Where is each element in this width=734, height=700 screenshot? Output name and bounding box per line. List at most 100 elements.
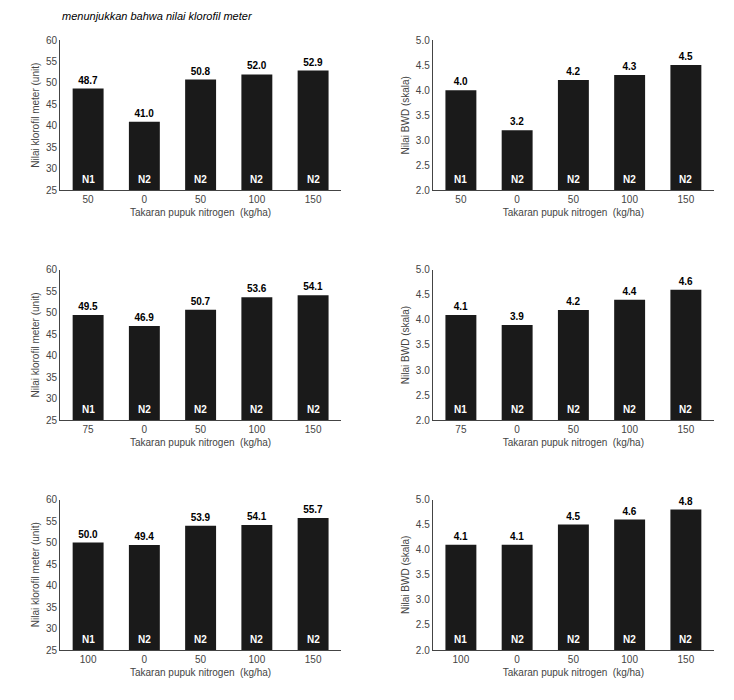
svg-text:5.0: 5.0 [416, 494, 430, 505]
svg-text:48.7: 48.7 [78, 75, 98, 86]
svg-text:4.0: 4.0 [454, 76, 468, 87]
svg-text:150: 150 [678, 654, 695, 665]
svg-text:60: 60 [46, 35, 58, 46]
svg-text:2.5: 2.5 [416, 390, 430, 401]
svg-text:Takaran pupuk nitrogen (kg/ha: Takaran pupuk nitrogen (kg/ha) [503, 207, 644, 218]
svg-text:100: 100 [621, 194, 638, 205]
svg-text:54.1: 54.1 [247, 511, 267, 522]
svg-text:4.8: 4.8 [679, 496, 693, 507]
svg-text:2.0: 2.0 [416, 415, 430, 426]
svg-text:N1: N1 [82, 634, 95, 645]
svg-text:3.9: 3.9 [510, 311, 524, 322]
svg-text:150: 150 [678, 424, 695, 435]
svg-text:100: 100 [453, 654, 470, 665]
svg-text:N2: N2 [567, 174, 580, 185]
svg-text:4.0: 4.0 [416, 314, 430, 325]
svg-text:75: 75 [83, 424, 95, 435]
svg-text:100: 100 [249, 424, 266, 435]
svg-text:Nilai klorofil meter (unit): Nilai klorofil meter (unit) [30, 292, 41, 397]
svg-text:Nilai klorofil meter (unit): Nilai klorofil meter (unit) [30, 63, 41, 168]
svg-text:50: 50 [46, 537, 58, 548]
svg-text:30: 30 [46, 163, 58, 174]
svg-text:50: 50 [46, 77, 58, 88]
svg-text:N2: N2 [250, 174, 263, 185]
svg-text:41.0: 41.0 [134, 108, 154, 119]
svg-text:N1: N1 [454, 174, 467, 185]
svg-text:4.5: 4.5 [416, 289, 430, 300]
svg-text:N2: N2 [679, 404, 692, 415]
svg-text:2.0: 2.0 [416, 645, 430, 656]
svg-text:N2: N2 [567, 634, 580, 645]
svg-text:54.1: 54.1 [303, 281, 323, 292]
svg-text:4.2: 4.2 [566, 296, 580, 307]
svg-text:4.1: 4.1 [454, 301, 468, 312]
svg-text:52.0: 52.0 [247, 60, 267, 71]
svg-text:N2: N2 [250, 404, 263, 415]
svg-text:4.0: 4.0 [416, 544, 430, 555]
svg-text:N2: N2 [138, 404, 151, 415]
svg-text:4.1: 4.1 [510, 531, 524, 542]
svg-text:50: 50 [455, 194, 467, 205]
svg-text:100: 100 [621, 424, 638, 435]
svg-text:100: 100 [80, 654, 97, 665]
svg-text:50.0: 50.0 [78, 529, 98, 540]
svg-text:49.5: 49.5 [78, 301, 98, 312]
svg-text:55: 55 [46, 286, 58, 297]
svg-text:49.4: 49.4 [134, 531, 154, 542]
svg-text:N2: N2 [623, 404, 636, 415]
svg-text:N2: N2 [138, 174, 151, 185]
svg-text:N2: N2 [307, 634, 320, 645]
svg-text:3.2: 3.2 [510, 116, 524, 127]
svg-text:N2: N2 [194, 634, 207, 645]
svg-text:4.5: 4.5 [566, 511, 580, 522]
svg-text:4.2: 4.2 [566, 66, 580, 77]
svg-text:53.9: 53.9 [191, 512, 211, 523]
svg-text:Takaran pupuk nitrogen (kg/ha: Takaran pupuk nitrogen (kg/ha) [130, 207, 271, 218]
svg-text:N2: N2 [511, 174, 524, 185]
svg-text:N2: N2 [250, 634, 263, 645]
svg-text:3.0: 3.0 [416, 365, 430, 376]
svg-text:3.5: 3.5 [416, 569, 430, 580]
svg-text:N1: N1 [454, 404, 467, 415]
svg-text:55.7: 55.7 [303, 504, 323, 515]
svg-text:N2: N2 [567, 404, 580, 415]
svg-text:4.4: 4.4 [622, 286, 636, 297]
svg-text:4.5: 4.5 [679, 51, 693, 62]
svg-text:50.8: 50.8 [191, 66, 211, 77]
svg-text:Nilai BWD (skala): Nilai BWD (skala) [400, 76, 411, 154]
svg-text:2.5: 2.5 [416, 619, 430, 630]
svg-text:50: 50 [195, 424, 207, 435]
svg-text:N2: N2 [307, 174, 320, 185]
svg-text:150: 150 [305, 194, 322, 205]
svg-text:N2: N2 [511, 634, 524, 645]
svg-text:N2: N2 [194, 174, 207, 185]
svg-text:4.3: 4.3 [622, 61, 636, 72]
svg-text:3.0: 3.0 [416, 594, 430, 605]
svg-text:Takaran pupuk nitrogen (kg/ha: Takaran pupuk nitrogen (kg/ha) [503, 667, 644, 678]
svg-text:35: 35 [46, 372, 58, 383]
svg-text:N2: N2 [307, 404, 320, 415]
svg-text:52.9: 52.9 [303, 57, 323, 68]
svg-text:25: 25 [46, 185, 58, 196]
svg-text:55: 55 [46, 516, 58, 527]
svg-text:N1: N1 [82, 404, 95, 415]
svg-text:Takaran pupuk nitrogen (kg/ha: Takaran pupuk nitrogen (kg/ha) [130, 667, 271, 678]
svg-text:0: 0 [514, 194, 520, 205]
svg-text:4.6: 4.6 [622, 506, 636, 517]
svg-text:50: 50 [83, 194, 95, 205]
svg-text:N2: N2 [138, 634, 151, 645]
svg-text:53.6: 53.6 [247, 283, 267, 294]
svg-text:75: 75 [455, 424, 467, 435]
svg-text:50: 50 [568, 194, 580, 205]
svg-text:50: 50 [195, 654, 207, 665]
svg-text:3.5: 3.5 [416, 339, 430, 350]
svg-text:150: 150 [678, 194, 695, 205]
svg-text:Nilai BWD (skala): Nilai BWD (skala) [400, 536, 411, 614]
svg-text:3.0: 3.0 [416, 135, 430, 146]
svg-text:Nilai BWD (skala): Nilai BWD (skala) [400, 306, 411, 384]
svg-text:100: 100 [249, 654, 266, 665]
svg-text:45: 45 [46, 559, 58, 570]
svg-text:30: 30 [46, 393, 58, 404]
svg-text:4.1: 4.1 [454, 531, 468, 542]
svg-text:40: 40 [46, 580, 58, 591]
